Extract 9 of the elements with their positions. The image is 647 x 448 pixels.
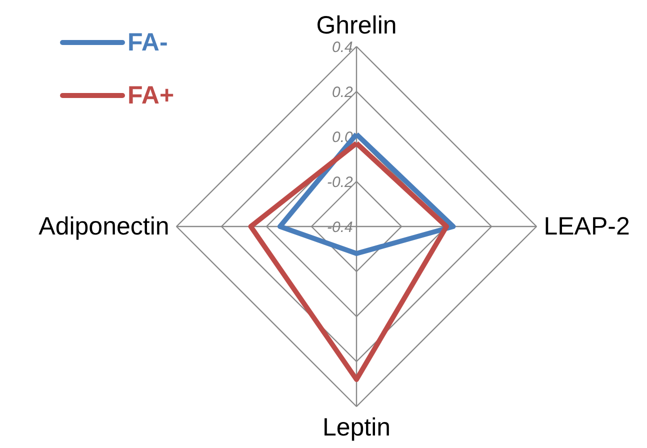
y-tick-label: 0.2 bbox=[332, 84, 354, 101]
legend-label: FA+ bbox=[128, 82, 174, 110]
spoke-label: Adiponectin bbox=[38, 212, 170, 240]
legend-label: FA- bbox=[128, 28, 168, 56]
spoke-label: Ghrelin bbox=[316, 11, 397, 40]
spoke-label: Leptin bbox=[322, 414, 391, 442]
spoke-label: LEAP-2 bbox=[544, 212, 630, 240]
y-tick-label: -0.2 bbox=[327, 174, 354, 191]
y-tick-label: 0.4 bbox=[332, 39, 353, 56]
